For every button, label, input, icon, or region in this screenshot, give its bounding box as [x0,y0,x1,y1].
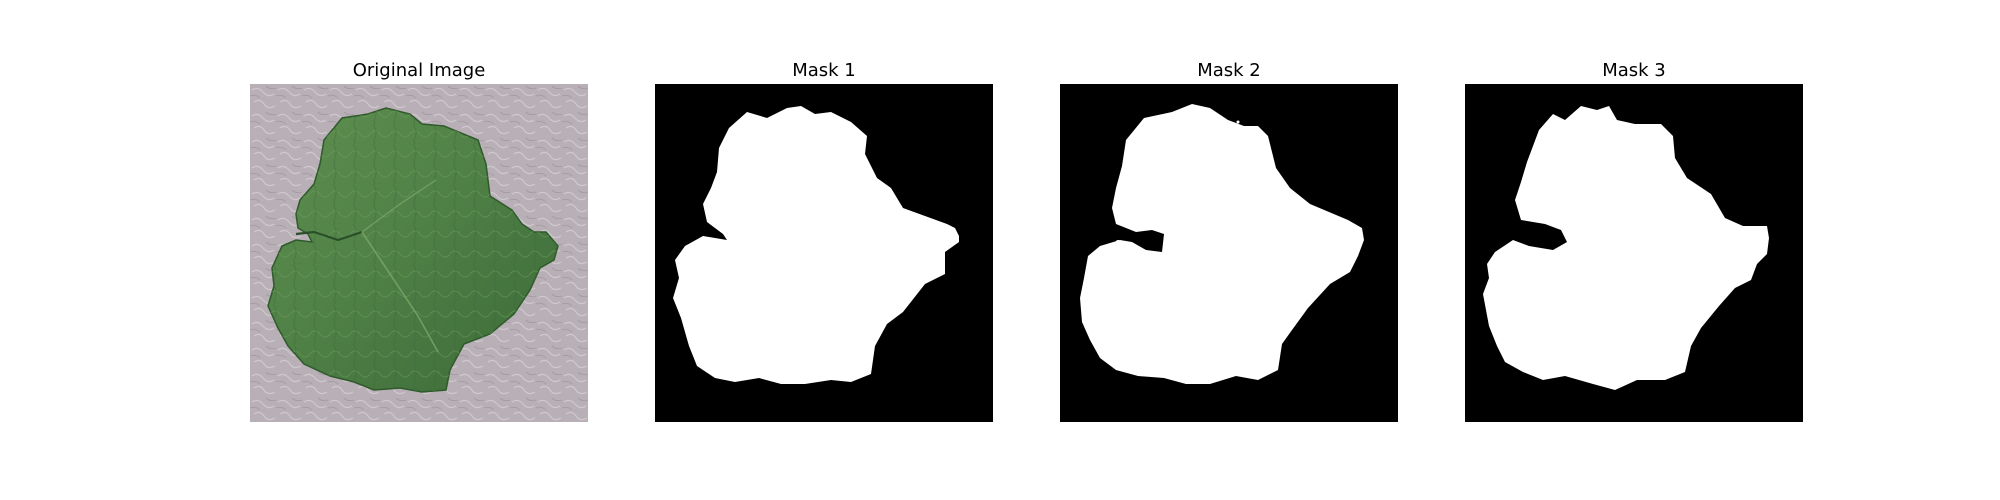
original-image [250,84,588,422]
mask-1-image [655,84,993,422]
mask-region [673,106,959,384]
mask-region [1080,104,1364,384]
panel-mask-1: Mask 1 [655,60,993,430]
mask-speck [1236,120,1240,124]
mask-3-image [1465,84,1803,422]
mask-region [1483,106,1769,390]
panel-title: Mask 3 [1602,60,1666,81]
panel-title: Mask 1 [792,60,856,81]
mask-2-image [1060,84,1398,422]
panel-title: Mask 2 [1197,60,1261,81]
leaf [267,107,559,393]
panel-original-image: Original Image [250,60,588,430]
panel-mask-2: Mask 2 [1060,60,1398,430]
panel-mask-3: Mask 3 [1465,60,1803,430]
panel-title: Original Image [352,60,486,81]
mask-speck [1116,240,1120,244]
